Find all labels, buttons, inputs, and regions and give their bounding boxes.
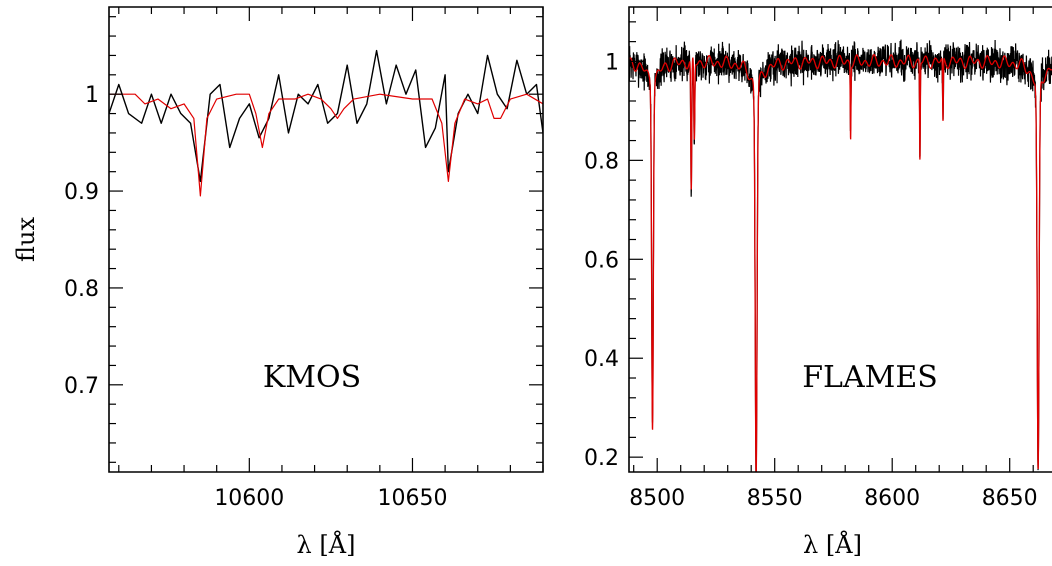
y-tick-label: 0.9 — [64, 180, 99, 205]
x-tick-label: 8550 — [747, 486, 803, 511]
y-tick-label: 1 — [85, 83, 99, 108]
x-axis-label: λ [Å] — [297, 530, 356, 559]
observed-spectrum-line — [109, 49, 543, 183]
observed-spectrum-line — [629, 39, 1052, 472]
plot-area — [109, 49, 543, 197]
plot-frame — [108, 6, 544, 473]
model-spectrum-line — [629, 54, 1052, 472]
panel-annotation: FLAMES — [802, 360, 938, 395]
x-tick-label: 8600 — [864, 486, 920, 511]
ticks — [629, 7, 1034, 472]
model-spectrum-line — [109, 93, 543, 197]
x-tick-label: 10600 — [214, 486, 284, 511]
panel-annotation: KMOS — [263, 360, 361, 395]
plot-area — [629, 39, 1052, 472]
y-tick-label: 0.2 — [584, 446, 619, 471]
ticks — [109, 7, 544, 472]
x-axis-label: λ [Å] — [803, 530, 862, 559]
x-tick-label: 8500 — [629, 486, 685, 511]
y-tick-label: 0.7 — [64, 374, 99, 399]
y-tick-label: 0.6 — [584, 248, 619, 273]
y-tick-label: 0.8 — [584, 149, 619, 174]
x-tick-label: 10650 — [377, 486, 447, 511]
flames-panel: 8500 8550 8600 8650 0.2 0.4 0.6 0.8 1 λ [Å] FLAMES — [584, 6, 1052, 559]
y-tick-label: 0.4 — [584, 347, 619, 372]
y-tick-label: 1 — [605, 50, 619, 75]
x-tick-label: 8650 — [982, 486, 1038, 511]
y-axis-label: flux — [12, 217, 40, 262]
kmos-panel: 10600 10650 0.7 0.8 0.9 1 λ [Å] flux KMOS — [12, 6, 544, 559]
y-tick-label: 0.8 — [64, 277, 99, 302]
